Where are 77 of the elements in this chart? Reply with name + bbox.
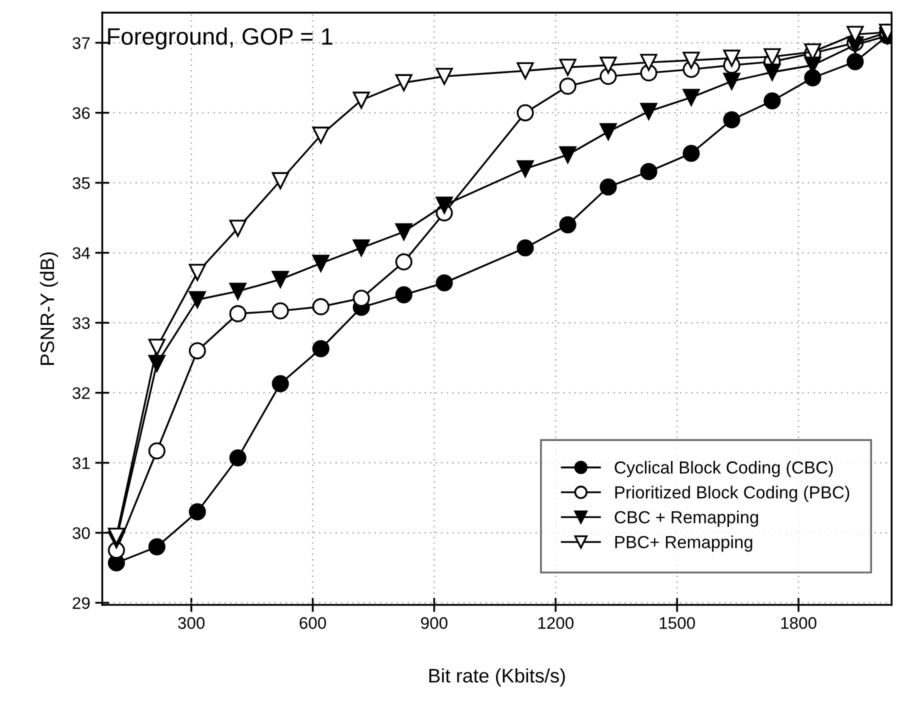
point	[764, 48, 781, 66]
point	[436, 68, 453, 85]
point	[272, 375, 289, 392]
x-tick-label: 1800	[781, 617, 816, 629]
point	[559, 78, 576, 95]
point	[272, 172, 289, 190]
legend-label: Cyclical Block Coding (CBC)	[614, 460, 833, 478]
x-tick-label: 600	[300, 617, 326, 629]
point	[723, 50, 740, 67]
point	[148, 338, 166, 356]
point	[559, 146, 576, 164]
point	[640, 163, 658, 180]
text: Foreground, GOP = 1	[108, 27, 332, 50]
point	[600, 56, 617, 74]
point	[723, 111, 740, 128]
point	[148, 538, 166, 556]
point	[559, 216, 576, 234]
point	[188, 264, 206, 281]
legend-label: CBC + Remapping	[614, 510, 758, 527]
y-tick-label: 33	[72, 317, 90, 329]
point	[395, 74, 412, 92]
point	[312, 298, 330, 316]
point	[804, 69, 822, 86]
point	[352, 92, 370, 109]
point	[395, 223, 412, 240]
point	[229, 282, 246, 300]
point	[559, 58, 576, 76]
point	[436, 274, 453, 292]
point	[436, 196, 453, 214]
x-axis-title: Bit rate (Kbits/s)	[429, 668, 565, 686]
y-tick-label: 37	[72, 37, 90, 49]
point	[188, 503, 206, 520]
x-tick-label: 300	[178, 617, 205, 629]
point	[600, 123, 617, 140]
point	[229, 220, 246, 237]
y-tick-label: 29	[72, 597, 90, 609]
point	[312, 254, 330, 272]
point	[312, 126, 330, 144]
y-tick-label: 31	[72, 457, 90, 469]
point	[600, 178, 617, 196]
point	[682, 88, 700, 106]
y-tick-label: 30	[72, 527, 90, 539]
point	[272, 270, 289, 288]
point	[352, 239, 370, 256]
point	[188, 291, 206, 308]
x-tick-label: 900	[421, 617, 448, 629]
point	[764, 64, 781, 81]
point	[229, 449, 246, 466]
point	[640, 54, 658, 71]
legend-label: Prioritized Block Coding (PBC)	[615, 486, 850, 502]
point	[188, 342, 206, 360]
y-axis-title: PSNR-Y (dB)	[40, 252, 58, 365]
point	[395, 253, 412, 270]
x-tick-label: 1200	[538, 617, 574, 629]
legend-label: PBC+ Remapping	[615, 536, 752, 552]
y-tick-label: 35	[72, 177, 90, 189]
point	[516, 239, 534, 256]
point	[352, 290, 370, 307]
point	[312, 340, 330, 358]
point	[148, 442, 166, 460]
point	[148, 354, 166, 372]
point	[764, 92, 781, 110]
y-tick-label: 34	[72, 247, 90, 259]
point	[516, 62, 534, 80]
point	[846, 53, 864, 70]
point	[395, 286, 412, 304]
point	[516, 104, 534, 122]
y-tick-label: 36	[72, 107, 90, 119]
point	[640, 102, 658, 120]
x-tick-label: 1500	[660, 617, 695, 629]
point	[272, 302, 289, 320]
point	[682, 144, 700, 162]
point	[516, 160, 534, 178]
point	[682, 52, 700, 69]
point	[229, 305, 246, 322]
y-tick-label: 32	[72, 387, 90, 399]
point	[723, 72, 740, 90]
